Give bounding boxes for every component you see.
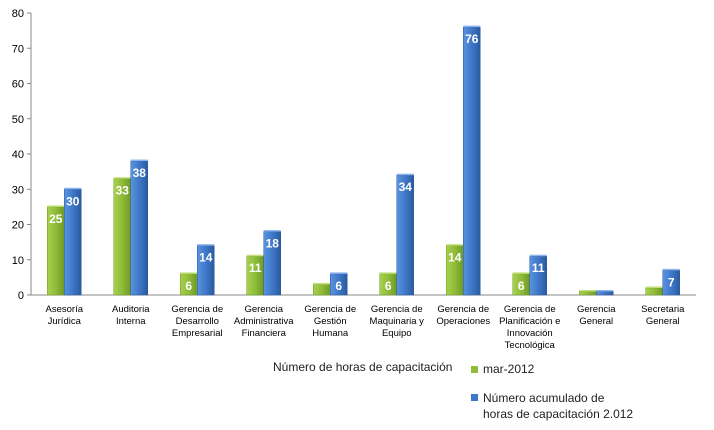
bar-top (596, 289, 614, 292)
bar-acumulado (463, 26, 481, 296)
bar-mar-2012 (579, 291, 597, 296)
data-label: 7 (668, 275, 675, 289)
bar-top (446, 244, 464, 246)
category-label: Gerencia de Operaciones (436, 304, 490, 327)
category-label: Gerencia de Maquinaria y Equipo (370, 304, 425, 339)
data-label: 14 (448, 251, 462, 265)
bar-top (379, 272, 397, 274)
data-label: 33 (116, 184, 130, 198)
category-label: Gerencia Administrativa Financiera (234, 304, 294, 339)
y-tick-label: 70 (12, 43, 24, 55)
category-label: Auditoria Interna (112, 304, 150, 327)
category-label: Gerencia de Gestión Humana (304, 304, 356, 339)
y-tick-label: 30 (12, 184, 24, 196)
bar-top (529, 254, 547, 257)
bar-top (645, 286, 663, 288)
data-label: 11 (249, 261, 262, 275)
data-label: 6 (185, 279, 192, 293)
bar-mar-2012 (313, 284, 331, 296)
y-tick-label: 50 (12, 114, 24, 126)
y-tick-label: 60 (12, 79, 24, 91)
data-label: 14 (199, 251, 213, 265)
y-tick-label: 0 (18, 290, 24, 302)
bar-top (130, 159, 148, 162)
y-tick-label: 20 (12, 220, 24, 232)
category-label: Secretaria General (641, 304, 685, 327)
y-tick-label: 80 (12, 8, 24, 20)
bar-top (463, 25, 481, 28)
category-label: Asesoría Jurídica (46, 304, 84, 327)
data-label: 6 (518, 279, 525, 293)
bar-top (197, 244, 215, 246)
y-tick-label: 10 (12, 255, 24, 267)
bar-top (396, 173, 414, 176)
bar-top (180, 272, 198, 274)
bar-top (579, 289, 597, 292)
bar-top (512, 272, 530, 274)
data-label: 38 (133, 166, 147, 180)
data-label: 11 (532, 261, 545, 275)
bar-acumulado (596, 291, 614, 296)
bar-acumulado (130, 160, 148, 296)
bar-top (113, 177, 131, 179)
bar-mar-2012 (645, 287, 663, 296)
data-label: 34 (399, 180, 413, 194)
data-label: 6 (335, 279, 342, 293)
bar-top (246, 254, 264, 257)
category-label: Gerencia de Desarrollo Empresarial (171, 304, 223, 339)
data-label: 6 (385, 279, 392, 293)
bar-top (64, 187, 82, 190)
data-label: 76 (465, 32, 479, 46)
category-labels: Asesoría Jurídica Auditoria Interna Gerencia… (46, 304, 686, 351)
category-label: Gerencia de Planificación e Innovación Tecn… (499, 304, 560, 351)
bar-top (263, 230, 281, 232)
category-label: Gerencia General (577, 304, 616, 327)
bar-top (662, 268, 680, 271)
data-label: 25 (49, 212, 63, 226)
data-label: 18 (266, 237, 280, 251)
bar-top (47, 205, 65, 207)
bar-top (330, 272, 348, 274)
y-tick-label: 40 (12, 149, 24, 161)
bar-top (313, 282, 331, 285)
y-ticks: 0 10 20 30 40 50 60 70 80 (12, 8, 31, 302)
data-label: 30 (66, 194, 80, 208)
